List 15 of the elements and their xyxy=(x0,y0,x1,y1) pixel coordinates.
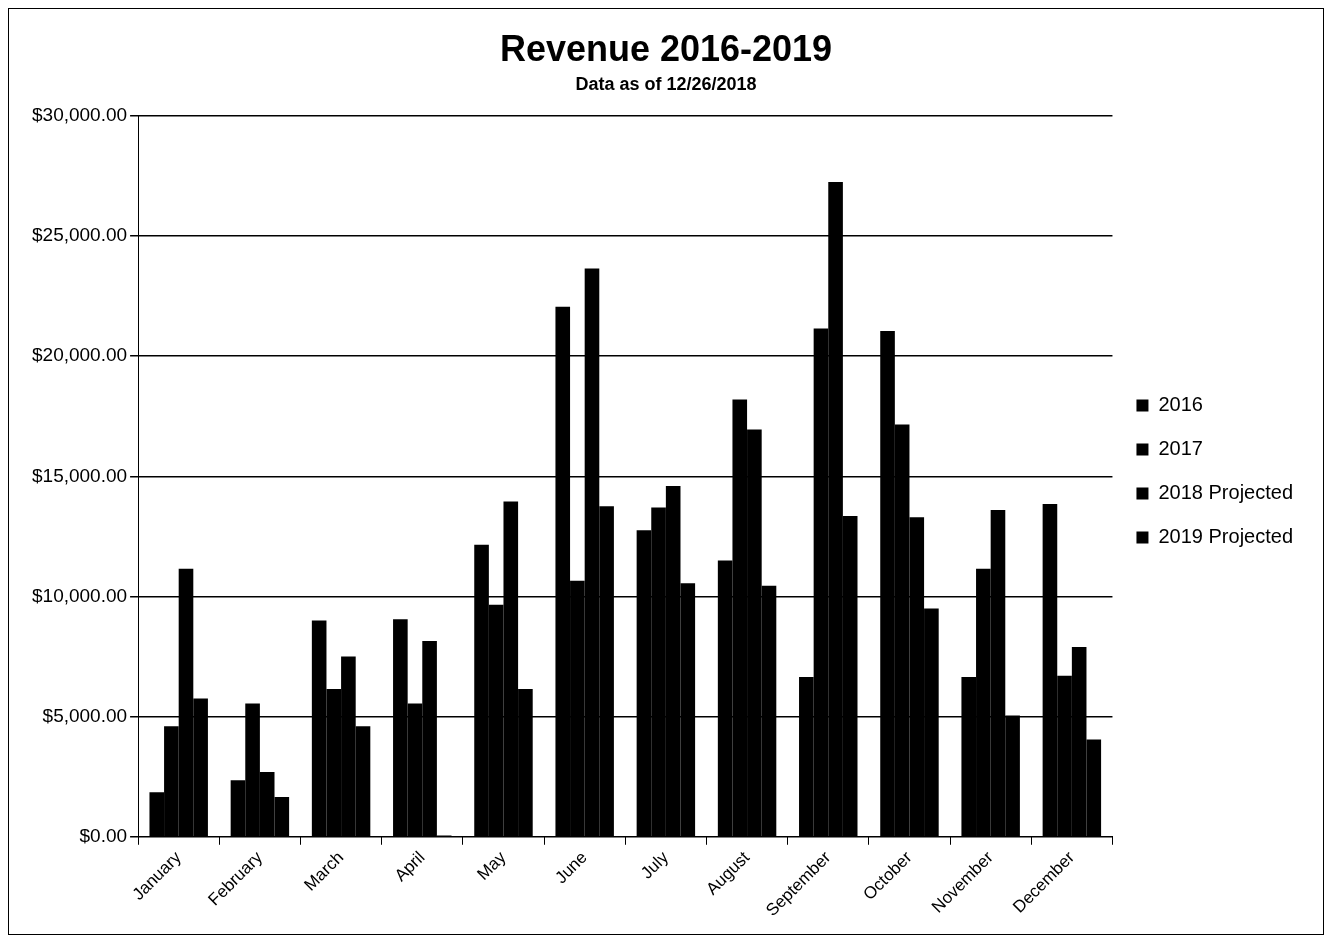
x-tick-label: July xyxy=(637,847,673,883)
chart-title: Revenue 2016-2019 xyxy=(499,27,833,69)
y-tick-label: $5,000.00 xyxy=(42,704,128,726)
y-tick-label: $30,000.00 xyxy=(32,104,128,126)
legend-label: 2016 xyxy=(1158,393,1203,416)
legend-label: 2018 Projected xyxy=(1158,481,1294,504)
legend-label: 2017 xyxy=(1158,437,1203,460)
chart-subtitle: Data as of 12/26/2018 xyxy=(575,73,757,94)
y-tick-label: $20,000.00 xyxy=(32,344,128,366)
y-tick-label: $10,000.00 xyxy=(32,584,128,606)
x-tick-label: May xyxy=(473,847,510,884)
y-tick-label: $0.00 xyxy=(79,825,128,847)
legend-label: 2019 Projected xyxy=(1158,525,1294,548)
y-tick-label: $25,000.00 xyxy=(32,224,128,246)
y-tick-label: $15,000.00 xyxy=(32,464,128,486)
